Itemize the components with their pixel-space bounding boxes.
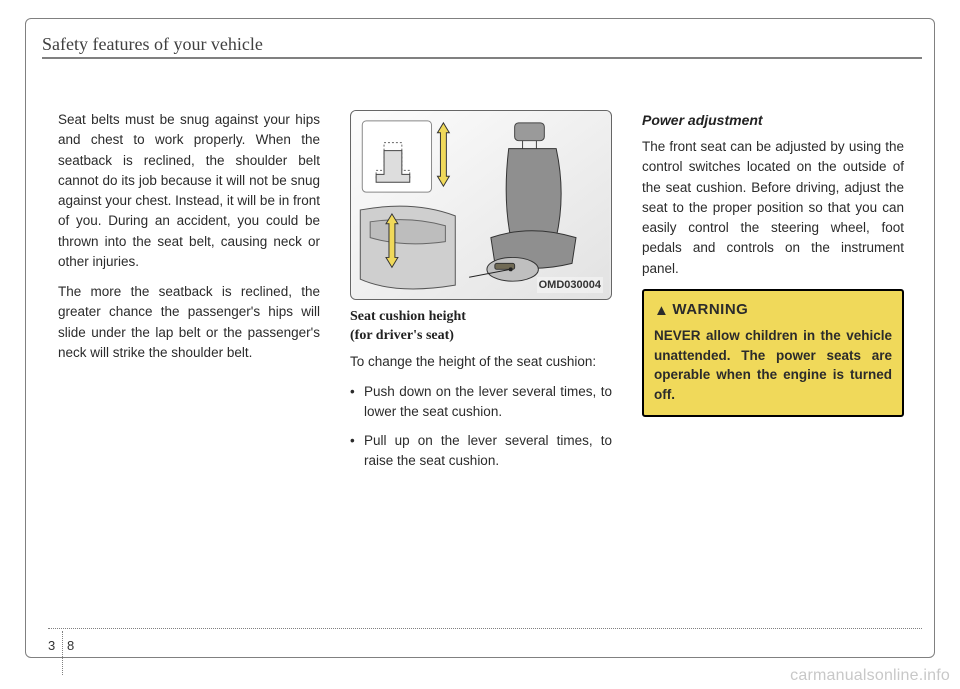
section-heading: Power adjustment: [642, 110, 904, 131]
figure-code: OMD030004: [537, 277, 603, 294]
paragraph: The more the seatback is reclined, the g…: [58, 282, 320, 363]
column-middle: OMD030004 Seat cushion height (for drive…: [350, 110, 612, 479]
list-item: Pull up on the lever several times, to r…: [350, 431, 612, 472]
paragraph: The front seat can be adjusted by using …: [642, 137, 904, 279]
footer-divider: [48, 628, 922, 629]
paragraph: To change the height of the seat cushion…: [350, 352, 612, 372]
page-number: 8: [67, 638, 74, 653]
caption-line: (for driver's seat): [350, 328, 454, 343]
column-right: Power adjustment The front seat can be a…: [642, 110, 904, 479]
seat-illustration: [351, 111, 611, 299]
bullet-list: Push down on the lever several times, to…: [350, 382, 612, 471]
chapter-number: 3: [48, 638, 55, 653]
warning-box: ▲WARNING NEVER allow children in the veh…: [642, 289, 904, 417]
watermark-text: carmanualsonline.info: [790, 667, 950, 685]
footer-vertical-divider: [62, 631, 63, 675]
page-header: Safety features of your vehicle: [42, 34, 922, 55]
list-item: Push down on the lever several times, to…: [350, 382, 612, 423]
warning-body: NEVER allow children in the vehicle unat…: [654, 326, 892, 404]
header-title: Safety features of your vehicle: [42, 34, 269, 55]
paragraph: Seat belts must be snug against your hip…: [58, 110, 320, 272]
seat-height-figure: OMD030004: [350, 110, 612, 300]
column-left: Seat belts must be snug against your hip…: [58, 110, 320, 479]
warning-title: ▲WARNING: [654, 299, 892, 323]
caption-line: Seat cushion height: [350, 309, 466, 324]
figure-caption: Seat cushion height (for driver's seat): [350, 308, 612, 346]
warning-title-text: WARNING: [672, 301, 748, 318]
content-columns: Seat belts must be snug against your hip…: [58, 110, 904, 479]
warning-icon: ▲: [654, 300, 669, 323]
